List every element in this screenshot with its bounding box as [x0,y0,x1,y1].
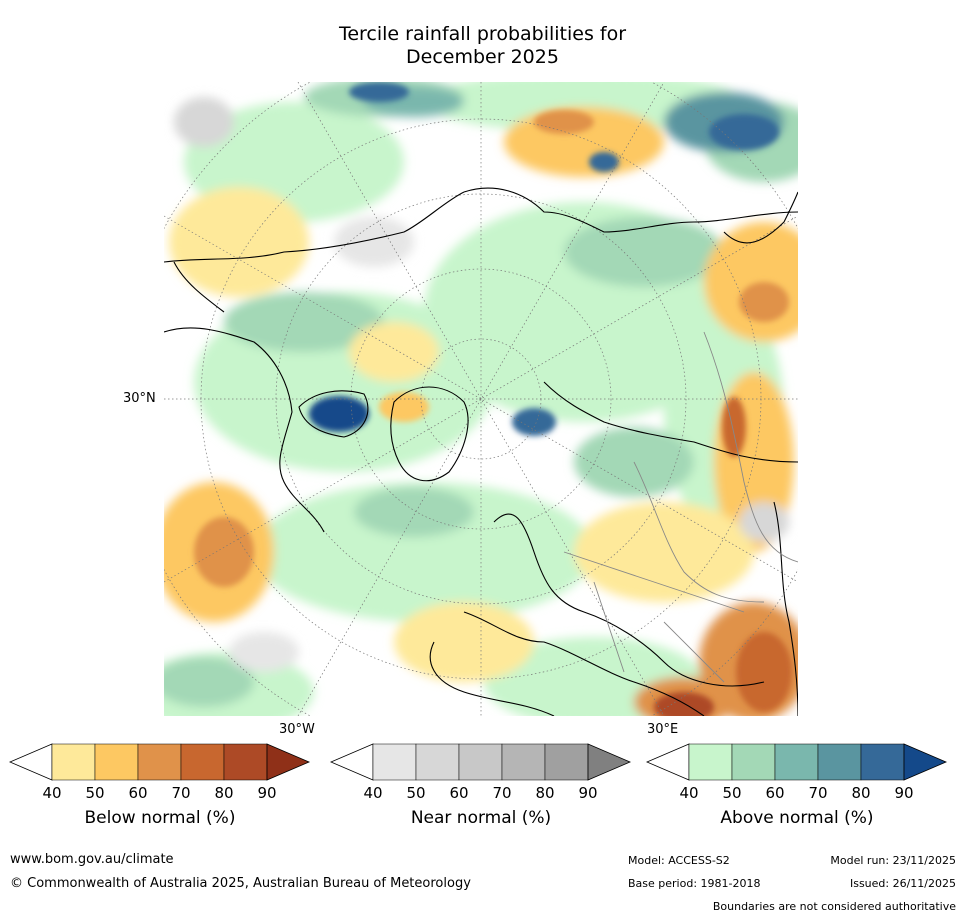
colorbar-below-bin [94,743,139,781]
graticule [164,82,798,716]
colorbar-below-normal [8,743,311,781]
colorbar-below-bin [223,743,268,781]
footer-url[interactable]: www.bom.gov.au/climate [10,852,174,867]
colorbar-below-low-arrow [8,743,53,781]
colorbar-tick: 70 [492,784,512,802]
colorbar-above-high-arrow [903,743,948,781]
colorbar-tick: 70 [171,784,191,802]
colorbar-tick: 40 [363,784,383,802]
colorbar-tick: 50 [406,784,426,802]
probability-shading [164,82,798,716]
colorbar-above-bin [731,743,776,781]
colorbar-tick: 80 [851,784,871,802]
colorbar-below-bin [51,743,96,781]
colorbar-tick: 80 [535,784,555,802]
colorbar-above-bin [774,743,819,781]
footer-base-period: Base period: 1981-2018 [628,877,761,890]
colorbar-tick: 50 [85,784,105,802]
colorbar-near-low-arrow [329,743,374,781]
rainfall-probability-map[interactable] [164,82,798,716]
footer-model-run: Model run: 23/11/2025 [830,854,956,867]
footer-disclaimer: Boundaries are not considered authoritat… [712,900,956,913]
footer-model: Model: ACCESS-S2 [628,854,730,867]
footer-copyright: © Commonwealth of Australia 2025, Austra… [10,876,471,891]
colorbar-near-bin [501,743,546,781]
lat-label-30n: 30°N [123,391,156,406]
coastlines [164,187,798,716]
colorbar-below-bin [137,743,182,781]
colorbar-near-bin [544,743,589,781]
colorbar-below-high-arrow [266,743,311,781]
colorbar-near-bin [458,743,503,781]
colorbar-title-near: Near normal (%) [410,808,552,828]
colorbar-tick: 80 [214,784,234,802]
colorbar-above-low-arrow [645,743,690,781]
colorbar-tick: 70 [808,784,828,802]
lon-label-30e: 30°E [647,722,679,737]
colorbar-near-bin [372,743,417,781]
colorbar-title-below: Below normal (%) [84,808,236,828]
colorbar-tick: 50 [722,784,742,802]
colorbar-below-bin [180,743,225,781]
country-borders [563,331,798,683]
colorbar-above-bin [860,743,905,781]
colorbar-tick: 60 [765,784,785,802]
colorbar-tick: 90 [257,784,277,802]
title-line-2: December 2025 [406,46,559,68]
title-line-1: Tercile rainfall probabilities for [338,23,627,45]
probability-shading-strong [194,82,792,716]
colorbar-tick: 90 [894,784,914,802]
colorbar-near-normal [329,743,632,781]
colorbar-tick: 60 [128,784,148,802]
colorbar-tick: 40 [679,784,699,802]
colorbar-tick: 90 [578,784,598,802]
colorbar-above-bin [688,743,733,781]
colorbar-tick: 60 [449,784,469,802]
colorbar-above-normal [645,743,948,781]
colorbar-near-high-arrow [587,743,632,781]
lon-label-30w: 30°W [279,722,315,737]
colorbar-near-bin [415,743,460,781]
colorbar-tick: 40 [42,784,62,802]
footer-issued: Issued: 26/11/2025 [849,877,956,890]
colorbar-above-bin [817,743,862,781]
colorbar-title-above: Above normal (%) [720,808,874,828]
